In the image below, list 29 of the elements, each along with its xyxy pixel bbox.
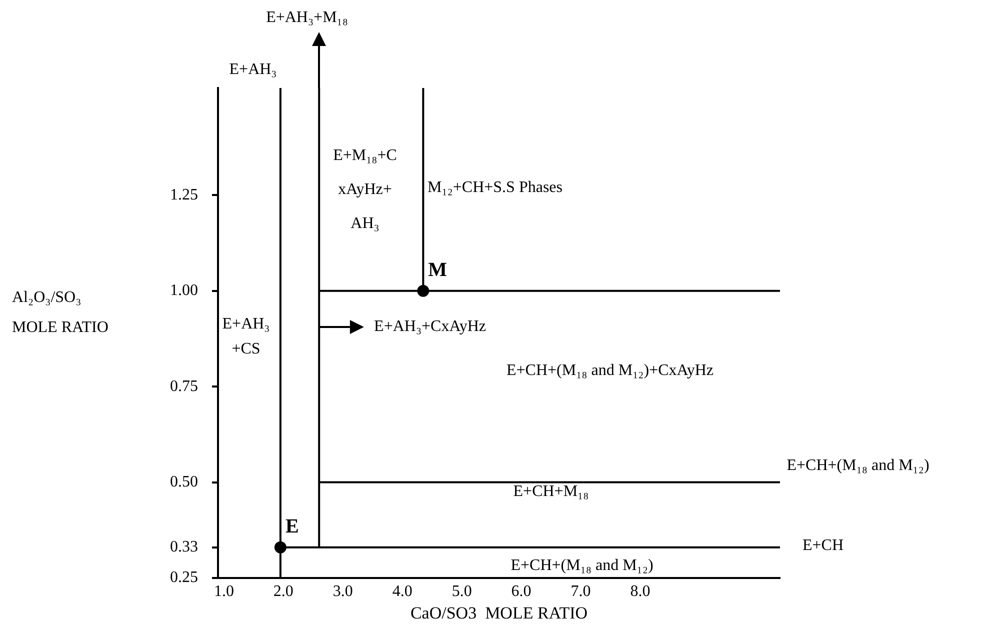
x-tick-label: 3.0 [332, 582, 353, 600]
y-tick-label: 1.25 [170, 186, 198, 204]
annotation: E+CH+(M₁₈ and M₁₂) [510, 557, 654, 574]
x-axis-title: CaO/SO3 MOLE RATIO [410, 603, 588, 622]
y-tick-label: 0.33 [170, 538, 198, 556]
annotation: E+AH₃ +CS [222, 316, 270, 358]
x-tick-label: 5.0 [452, 582, 472, 600]
annotation: E+CH+M₁₈ [513, 483, 589, 500]
text: E+AH₃ [229, 61, 277, 78]
text: E+CH+(M₁₈ and M₁₂) [786, 457, 930, 474]
annotation: E+M₁₈+C xAyHz+ AH₃ [333, 147, 397, 232]
annotation: E+CH+(M₁₈ and M₁₂)+CxAyHz [506, 362, 714, 380]
x-tick-label: 1.0 [214, 582, 234, 600]
y-axis-title: Al₂O₃/SO₃ MOLE RATIO [12, 289, 108, 336]
series-label: M [428, 259, 448, 282]
x-tick-label: 6.0 [511, 582, 532, 600]
x-tick-label: 7.0 [570, 582, 591, 600]
y-tick-label: 0.75 [170, 378, 198, 395]
series-label: E [285, 516, 299, 538]
x-tick-label: 2.0 [273, 582, 294, 600]
text: E+AH₃+M₁₈ [266, 9, 348, 26]
text: E+CH [802, 537, 844, 554]
y-tick-label: 0.50 [170, 474, 198, 490]
x-tick-label: 8.0 [630, 582, 650, 600]
x-tick-label: 4.0 [392, 582, 412, 600]
y-tick-label: 1.00 [170, 282, 198, 300]
annotation: E+AH₃+CxAyHz [374, 318, 486, 336]
y-tick-label: 0.25 [170, 569, 198, 586]
annotation: M₁₂+CH+S.S Phases [427, 179, 563, 196]
